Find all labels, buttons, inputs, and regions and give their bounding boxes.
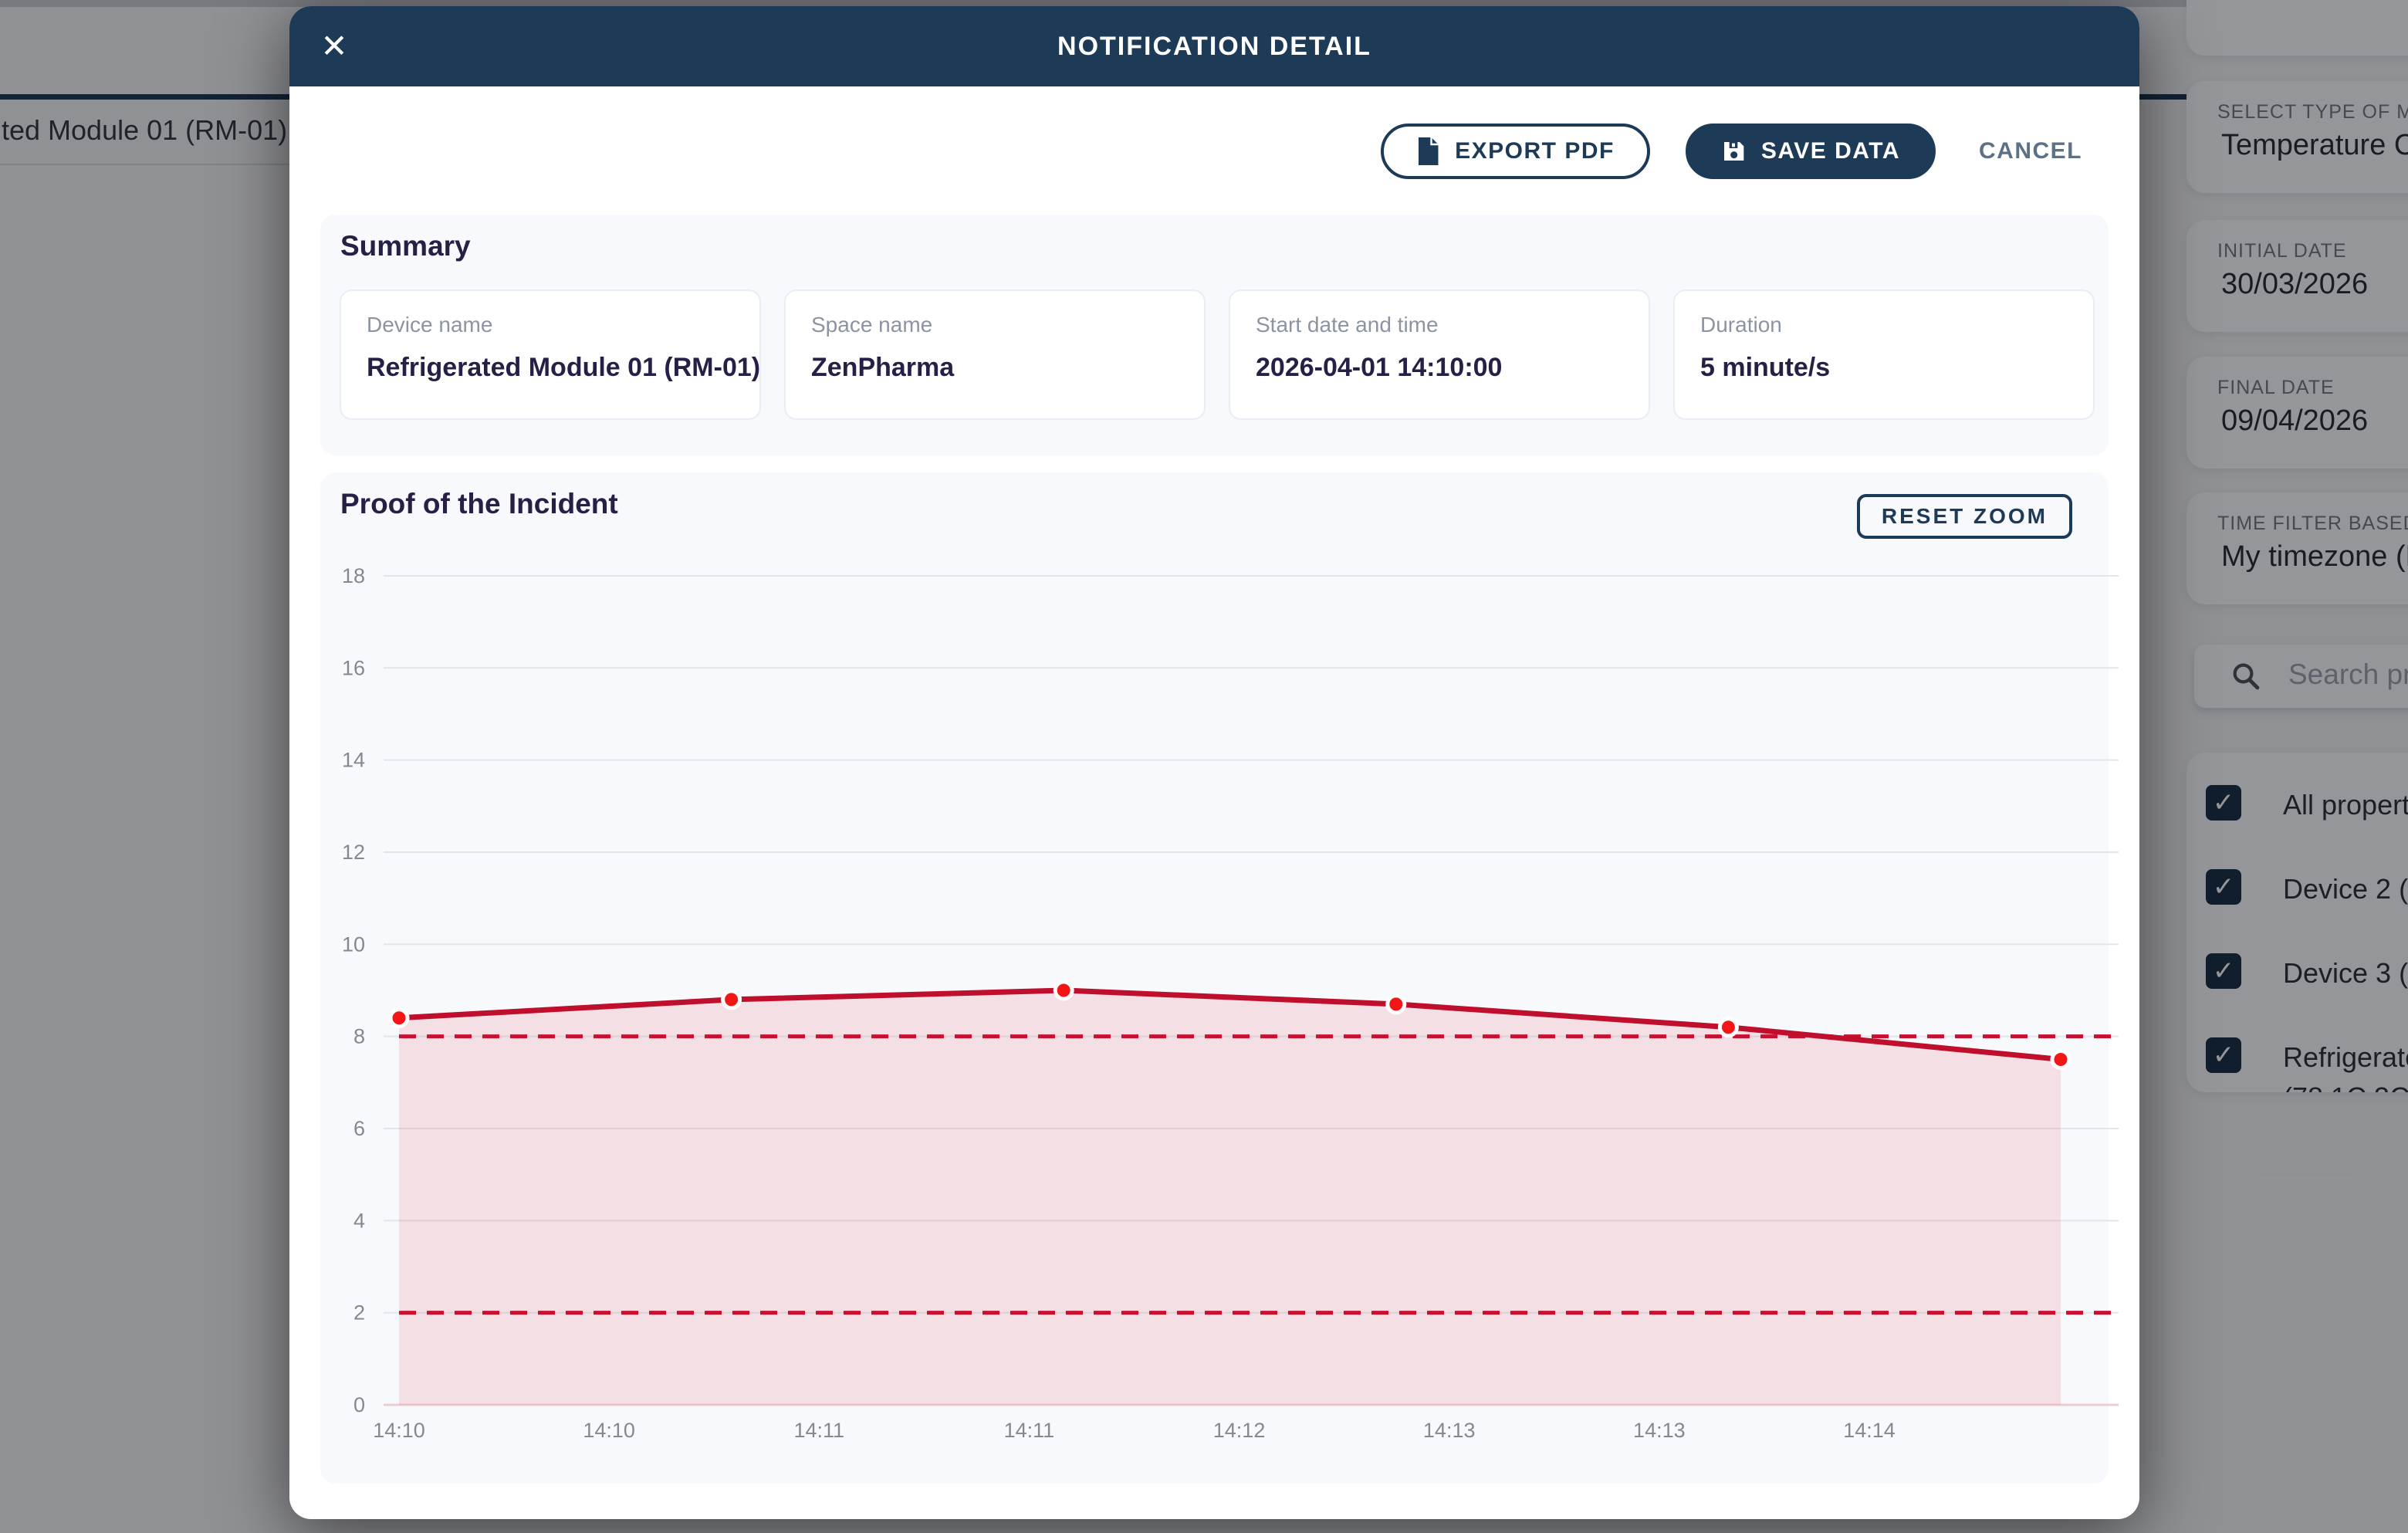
modal-title: NOTIFICATION DETAIL (1057, 32, 1371, 62)
summary-card-value: ZenPharma (811, 353, 954, 383)
y-axis-tick-label: 8 (353, 1025, 365, 1048)
summary-heading: Summary (340, 230, 471, 262)
data-point (391, 1010, 408, 1027)
document-icon (1416, 137, 1439, 165)
data-point (723, 991, 740, 1008)
x-axis-tick-label: 14:13 (1423, 1419, 1476, 1442)
x-axis-tick-label: 14:10 (373, 1419, 425, 1442)
y-axis-tick-label: 18 (342, 564, 365, 587)
chart-area-fill (399, 990, 2061, 1405)
y-axis-tick-label: 16 (342, 656, 365, 679)
data-point (1055, 982, 1072, 999)
x-axis-tick-label: 14:10 (583, 1419, 635, 1442)
summary-card: Duration 5 minute/s (1673, 289, 2095, 420)
y-axis-tick-label: 0 (353, 1393, 365, 1416)
summary-card: Start date and time 2026-04-01 14:10:00 (1229, 289, 1650, 420)
summary-card-label: Space name (811, 313, 932, 337)
data-point (2052, 1051, 2069, 1068)
x-axis-tick-label: 14:12 (1213, 1419, 1266, 1442)
y-axis-tick-label: 4 (353, 1209, 365, 1232)
incident-heading: Proof of the Incident (340, 488, 618, 520)
summary-card-value: 2026-04-01 14:10:00 (1256, 353, 1502, 383)
summary-card-value: 5 minute/s (1700, 353, 1830, 383)
x-axis-tick-label: 14:11 (1004, 1419, 1055, 1442)
x-axis-tick-label: 14:14 (1843, 1419, 1896, 1442)
y-axis-tick-label: 10 (342, 932, 365, 956)
x-axis-tick-label: 14:11 (793, 1419, 844, 1442)
summary-card-label: Device name (367, 313, 492, 337)
save-data-label: SAVE DATA (1761, 138, 1900, 164)
y-axis-tick-label: 14 (342, 749, 365, 772)
incident-line-chart[interactable]: 0 2 4 6 8 10 12 14 16 18 14:10 14:10 14:11 14:11 14:12… (332, 557, 2130, 1460)
summary-card-label: Duration (1700, 313, 1782, 337)
reset-zoom-button[interactable]: RESET ZOOM (1857, 494, 2072, 539)
save-data-button[interactable]: SAVE DATA (1686, 124, 1936, 179)
y-axis-tick-label: 6 (353, 1117, 365, 1140)
summary-card-label: Start date and time (1256, 313, 1439, 337)
y-axis-tick-label: 12 (342, 841, 365, 864)
modal-header: ✕ NOTIFICATION DETAIL (289, 6, 2139, 86)
export-pdf-label: EXPORT PDF (1455, 138, 1615, 164)
summary-card: Space name ZenPharma (784, 289, 1206, 420)
notification-detail-modal: ✕ NOTIFICATION DETAIL EXPORT PDF SAVE DA… (289, 6, 2139, 1519)
export-pdf-button[interactable]: EXPORT PDF (1381, 124, 1650, 179)
summary-card-value: Refrigerated Module 01 (RM-01) (367, 353, 760, 383)
cancel-button[interactable]: CANCEL (1971, 124, 2090, 179)
summary-section: Summary Device name Refrigerated Module … (320, 215, 2109, 455)
x-axis-tick-label: 14:13 (1633, 1419, 1686, 1442)
y-axis-tick-label: 2 (353, 1301, 365, 1325)
data-point (1720, 1019, 1737, 1036)
data-point (1388, 996, 1405, 1013)
close-icon[interactable]: ✕ (313, 25, 356, 68)
floppy-icon (1721, 139, 1746, 164)
summary-card: Device name Refrigerated Module 01 (RM-0… (340, 289, 761, 420)
incident-chart-section: Proof of the Incident RESET ZOOM 0 2 4 6 8 10… (320, 472, 2109, 1484)
modal-actions: EXPORT PDF SAVE DATA CANCEL (1381, 124, 2090, 179)
